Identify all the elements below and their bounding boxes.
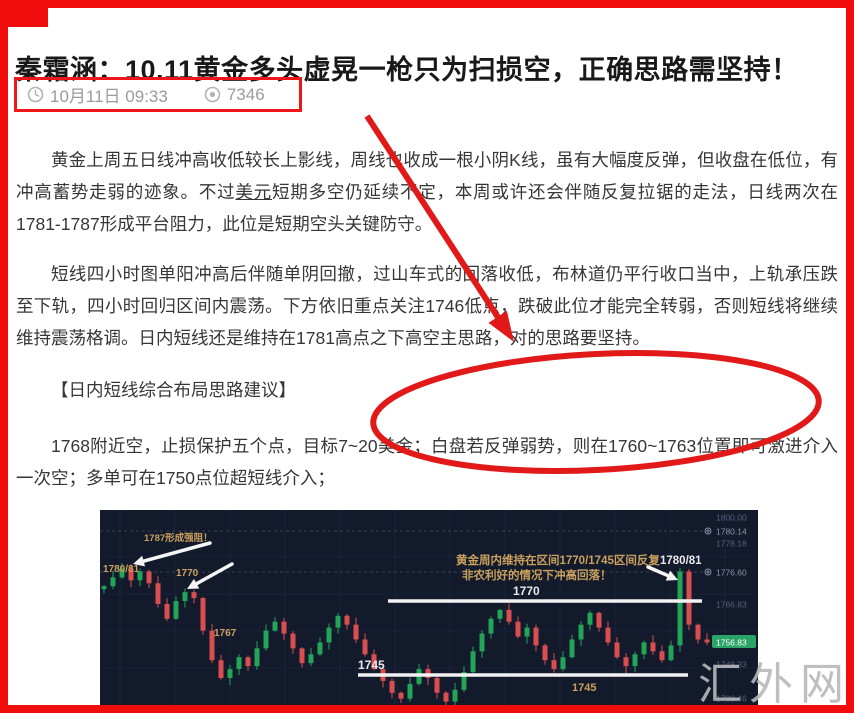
- paragraph-1: 黄金上周五日线冲高收低较长上影线，周线也收成一根小阴K线，虽有大幅度反弹，但收盘…: [16, 144, 838, 240]
- svg-text:1745: 1745: [572, 682, 596, 694]
- svg-text:1748.33: 1748.33: [716, 660, 747, 670]
- svg-text:1766.83: 1766.83: [716, 600, 747, 610]
- svg-text:1776.60: 1776.60: [716, 568, 747, 578]
- svg-text:1787形成强阻！: 1787形成强阻！: [144, 532, 213, 544]
- site-watermark: 汇外网: [698, 660, 851, 709]
- svg-text:1767: 1767: [214, 628, 237, 639]
- svg-text:1780/81: 1780/81: [103, 564, 140, 575]
- svg-text:非农利好的情况下冲高回落！: 非农利好的情况下冲高回落！: [462, 568, 612, 582]
- section-heading-strategy: 【日内短线综合布局思路建议】: [51, 379, 296, 400]
- clock-icon: [27, 86, 44, 103]
- paragraph-2: 短线四小时图单阳冲高后伴随单阴回撤，过山车式的回落收低，布林道仍平行收口当中，上…: [16, 263, 838, 348]
- publish-date-text: 10月11日 09:33: [50, 87, 168, 106]
- svg-text:1745: 1745: [358, 658, 385, 672]
- candlestick-chart-image: 1770 1745 1787形成强阻！ 1780/81 1770 1767 黄金周内维持在区…: [100, 510, 758, 705]
- svg-text:1800.00: 1800.00: [716, 513, 747, 523]
- paragraph-strategy: 1768附近空，止损保护五个点，目标7~20美金；白盘若反弹弱势，则在1760~…: [16, 435, 838, 488]
- svg-text:1770: 1770: [513, 584, 540, 598]
- svg-text:1770: 1770: [176, 568, 199, 579]
- svg-text:1756.83: 1756.83: [716, 638, 747, 648]
- svg-text:1738.46: 1738.46: [716, 694, 747, 704]
- view-count: 7346: [204, 85, 265, 105]
- svg-text:1780.14: 1780.14: [716, 527, 747, 537]
- page-title: 秦霜涵：10.11黄金多头虚晃一枪只为扫损空，正确思路需坚持！: [15, 55, 799, 86]
- svg-text:1778.18: 1778.18: [716, 539, 747, 549]
- svg-text:黄金周内维持在区间1770/1745区间反复: 黄金周内维持在区间1770/1745区间反复: [456, 553, 660, 567]
- usd-keyword-link[interactable]: 美元: [235, 181, 272, 202]
- svg-text:1780/81: 1780/81: [660, 555, 702, 567]
- date-views-box: 10月11日 09:33 7346: [14, 77, 302, 112]
- eye-icon: [204, 86, 221, 103]
- corner-red-block: [0, 0, 48, 27]
- view-count-text: 7346: [226, 84, 265, 104]
- publish-time: 10月11日 09:33: [27, 82, 168, 107]
